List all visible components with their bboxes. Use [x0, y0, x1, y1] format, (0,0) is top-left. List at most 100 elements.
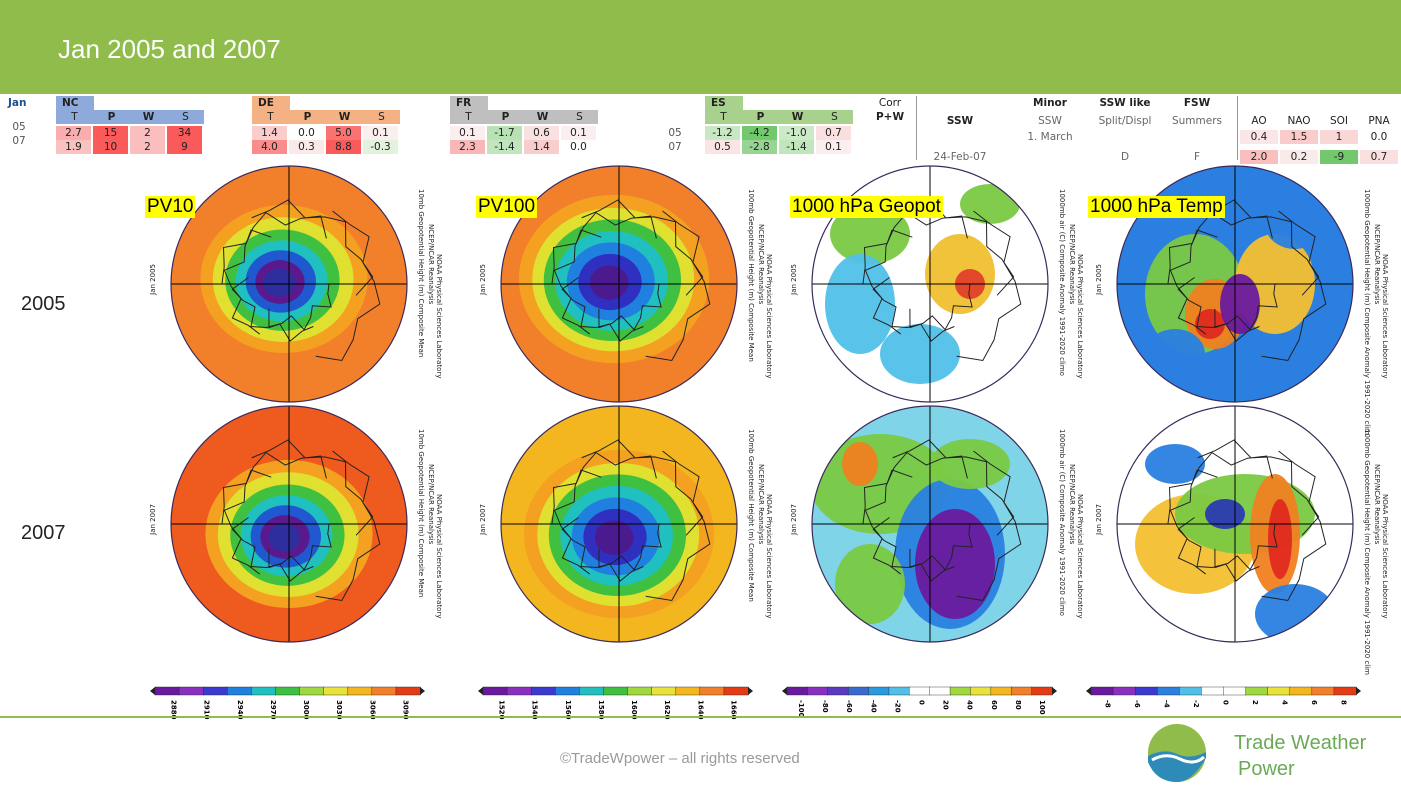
ssw-header: SSW — [946, 115, 974, 127]
colorbar-tick-label: 2 — [1251, 700, 1259, 705]
map-label-3: 1000 hPa Temp — [1088, 196, 1225, 218]
colorbar-tick-label: -60 — [845, 700, 853, 713]
minor-header: Minor — [1033, 97, 1067, 109]
colorbar-swatch — [1134, 686, 1158, 696]
colorbar-tick-label: -80 — [821, 700, 829, 713]
title-banner: Jan 2005 and 2007 — [0, 0, 1401, 94]
table-col-header: T — [450, 110, 487, 124]
table-value: 1.4 — [252, 126, 287, 140]
colorbar-tick-label: 1560 — [564, 700, 572, 720]
colorbar-swatch — [603, 686, 629, 696]
colorbar-swatch — [1201, 686, 1225, 696]
map-month-label: Jan 2007 — [790, 504, 798, 535]
colorbar-swatch — [786, 686, 809, 696]
colorbar-tick-label: 100 — [1038, 700, 1046, 715]
colorbar-swatch — [807, 686, 829, 696]
map-side-title: 10mb Geopotential Height (m) Composite M… — [417, 189, 425, 358]
table-month-label: Jan — [8, 97, 27, 109]
colorbar-tick-label: 1660 — [729, 700, 737, 720]
colorbar-tick-label: 2970 — [269, 700, 277, 720]
table-value: 0.1 — [450, 126, 485, 140]
table-year-label-es: 07 — [668, 141, 682, 153]
weather-table: Jan 05 07 NC T 2.7 1.9 P 15 10 W 2 2 S 34 9 DE T 1.4 4.0 P 0.… — [0, 96, 1401, 164]
table-year-label: 05 — [12, 121, 26, 133]
colorbar-tick-label: 2940 — [236, 700, 244, 720]
colorbar-0: 2880 2910 2940 2970 3000 3030 3060 3090 — [150, 686, 425, 720]
map-label-2: 1000 hPa Geopot — [790, 196, 943, 218]
table-group-nc: NC — [56, 96, 94, 110]
table-value: 0.7 — [816, 126, 851, 140]
index-value: -9 — [1320, 150, 1358, 164]
map-label-1: PV100 — [476, 196, 538, 218]
colorbar-swatch — [888, 686, 911, 696]
colorbar-swatch — [371, 686, 397, 696]
map-side-lab: NOAA Physical Sciences Laboratory — [765, 254, 773, 379]
colorbar-swatch — [1090, 686, 1114, 696]
index-value: 0.2 — [1280, 150, 1318, 164]
table-value: 2.3 — [450, 140, 485, 154]
map-side-source: NCEP/NCAR Reanalysis — [427, 464, 435, 545]
table-corr-sub: P+W — [875, 111, 905, 123]
table-value: 4.0 — [252, 140, 287, 154]
polar-map-1-0 — [500, 165, 738, 403]
colorbar-tick-label: 0 — [1222, 700, 1230, 705]
map-month-label: Jan 2005 — [1095, 264, 1103, 295]
colorbar-tick-label: 2880 — [170, 700, 178, 720]
colorbar-swatch — [723, 686, 749, 696]
colorbar-tick-label: -2 — [1192, 700, 1200, 708]
colorbar-3: -8 -6 -4 -2 0 2 4 6 8 — [1086, 686, 1361, 708]
map-side-title: 1000mb air (C) Composite Anomaly 1991-20… — [1058, 189, 1066, 376]
brand-name: Trade Weather Power — [1234, 730, 1366, 782]
table-col-header: P — [93, 110, 130, 124]
table-col-header: S — [363, 110, 400, 124]
colorbar-swatch — [868, 686, 890, 696]
table-value: 10 — [93, 140, 128, 154]
polar-map-3-1 — [1116, 405, 1354, 643]
colorbar-swatch — [347, 686, 373, 696]
table-value: 34 — [167, 126, 202, 140]
index-header: AO — [1251, 115, 1267, 127]
fsw-value: F — [1193, 151, 1201, 163]
colorbar-swatch — [675, 686, 701, 696]
table-col-header: T — [705, 110, 742, 124]
colorbar-tick-label: 40 — [966, 700, 974, 710]
colorbar-swatch — [1245, 686, 1269, 696]
index-header: SOI — [1329, 115, 1349, 127]
colorbar-tick-label: 3030 — [335, 700, 343, 720]
table-value: 5.0 — [326, 126, 361, 140]
map-side-lab: NOAA Physical Sciences Laboratory — [765, 494, 773, 619]
index-value: 1.5 — [1280, 130, 1318, 144]
colorbar-tick-label: 1580 — [597, 700, 605, 720]
ssw-like-header: SSW like — [1099, 97, 1151, 109]
index-value: 0.4 — [1240, 130, 1278, 144]
page-title: Jan 2005 and 2007 — [58, 34, 281, 64]
table-col-header: S — [816, 110, 853, 124]
colorbar-tick-label: 1520 — [498, 700, 506, 720]
table-year-label-es: 05 — [668, 127, 682, 139]
table-col-header: W — [326, 110, 363, 124]
colorbar-tick-label: 3060 — [368, 700, 376, 720]
table-value: 2.7 — [56, 126, 91, 140]
colorbar-tick-label: -20 — [893, 700, 901, 713]
ssw-date: 24-Feb-07 — [933, 151, 987, 163]
map-side-title: 10mb Geopotential Height (m) Composite M… — [417, 429, 425, 598]
colorbar-swatch — [651, 686, 677, 696]
colorbar-swatch — [275, 686, 301, 696]
table-col-header: P — [742, 110, 779, 124]
colorbar-swatch — [251, 686, 277, 696]
index-value: 1 — [1320, 130, 1358, 144]
colorbar-tick-label: 4 — [1280, 700, 1288, 705]
colorbar-swatch — [579, 686, 605, 696]
ssw-like-value: D — [1120, 151, 1130, 163]
ssw-like-sub: Split/Displ — [1098, 115, 1152, 127]
table-col-header: W — [779, 110, 816, 124]
ssw-block — [916, 96, 1238, 160]
row-label-2007: 2007 — [21, 522, 66, 544]
colorbar-swatch — [627, 686, 653, 696]
map-side-title: 1000mb Geopotential Height (m) Composite… — [1363, 189, 1371, 435]
colorbar-tick-label: -100 — [797, 700, 805, 718]
brand-line-2: Power — [1238, 758, 1295, 780]
table-value: 2 — [130, 140, 165, 154]
colorbar-tick-label: -6 — [1133, 700, 1141, 708]
map-side-lab: NOAA Physical Sciences Laboratory — [435, 494, 443, 619]
